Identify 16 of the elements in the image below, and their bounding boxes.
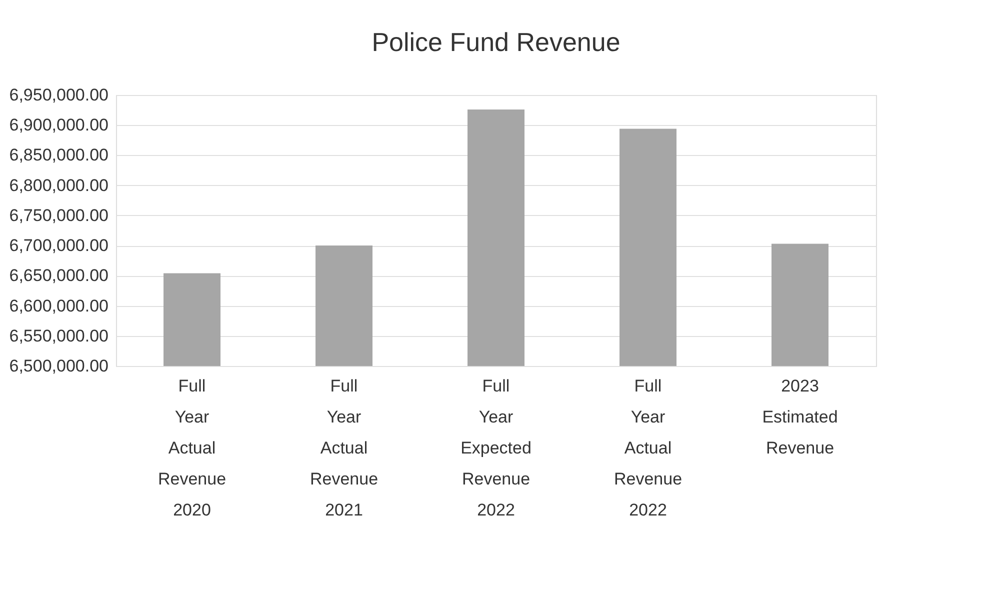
y-tick-label: 6,900,000.00 bbox=[9, 116, 108, 135]
x-tick-label: Full Year Actual Revenue 2021 bbox=[310, 376, 378, 520]
chart-title: Police Fund Revenue bbox=[372, 27, 620, 57]
y-tick-label: 6,500,000.00 bbox=[9, 356, 108, 376]
x-tick-label: Full Year Expected Revenue 2022 bbox=[460, 376, 532, 520]
y-tick-label: 6,600,000.00 bbox=[9, 296, 108, 316]
y-tick-label: 6,550,000.00 bbox=[9, 326, 108, 346]
x-tick-label: Full Year Actual Revenue 2022 bbox=[614, 376, 682, 520]
y-tick-label: 6,700,000.00 bbox=[9, 236, 108, 256]
x-tick-label: 2023 Estimated Revenue bbox=[762, 376, 838, 458]
y-tick-label: 6,750,000.00 bbox=[9, 206, 108, 225]
x-tick-label: Full Year Actual Revenue 2020 bbox=[158, 376, 226, 520]
y-tick-label: 6,650,000.00 bbox=[9, 266, 108, 286]
y-tick-label: 6,800,000.00 bbox=[9, 176, 108, 195]
y-tick-label: 6,850,000.00 bbox=[9, 146, 108, 165]
y-tick-label: 6,950,000.00 bbox=[9, 86, 108, 104]
